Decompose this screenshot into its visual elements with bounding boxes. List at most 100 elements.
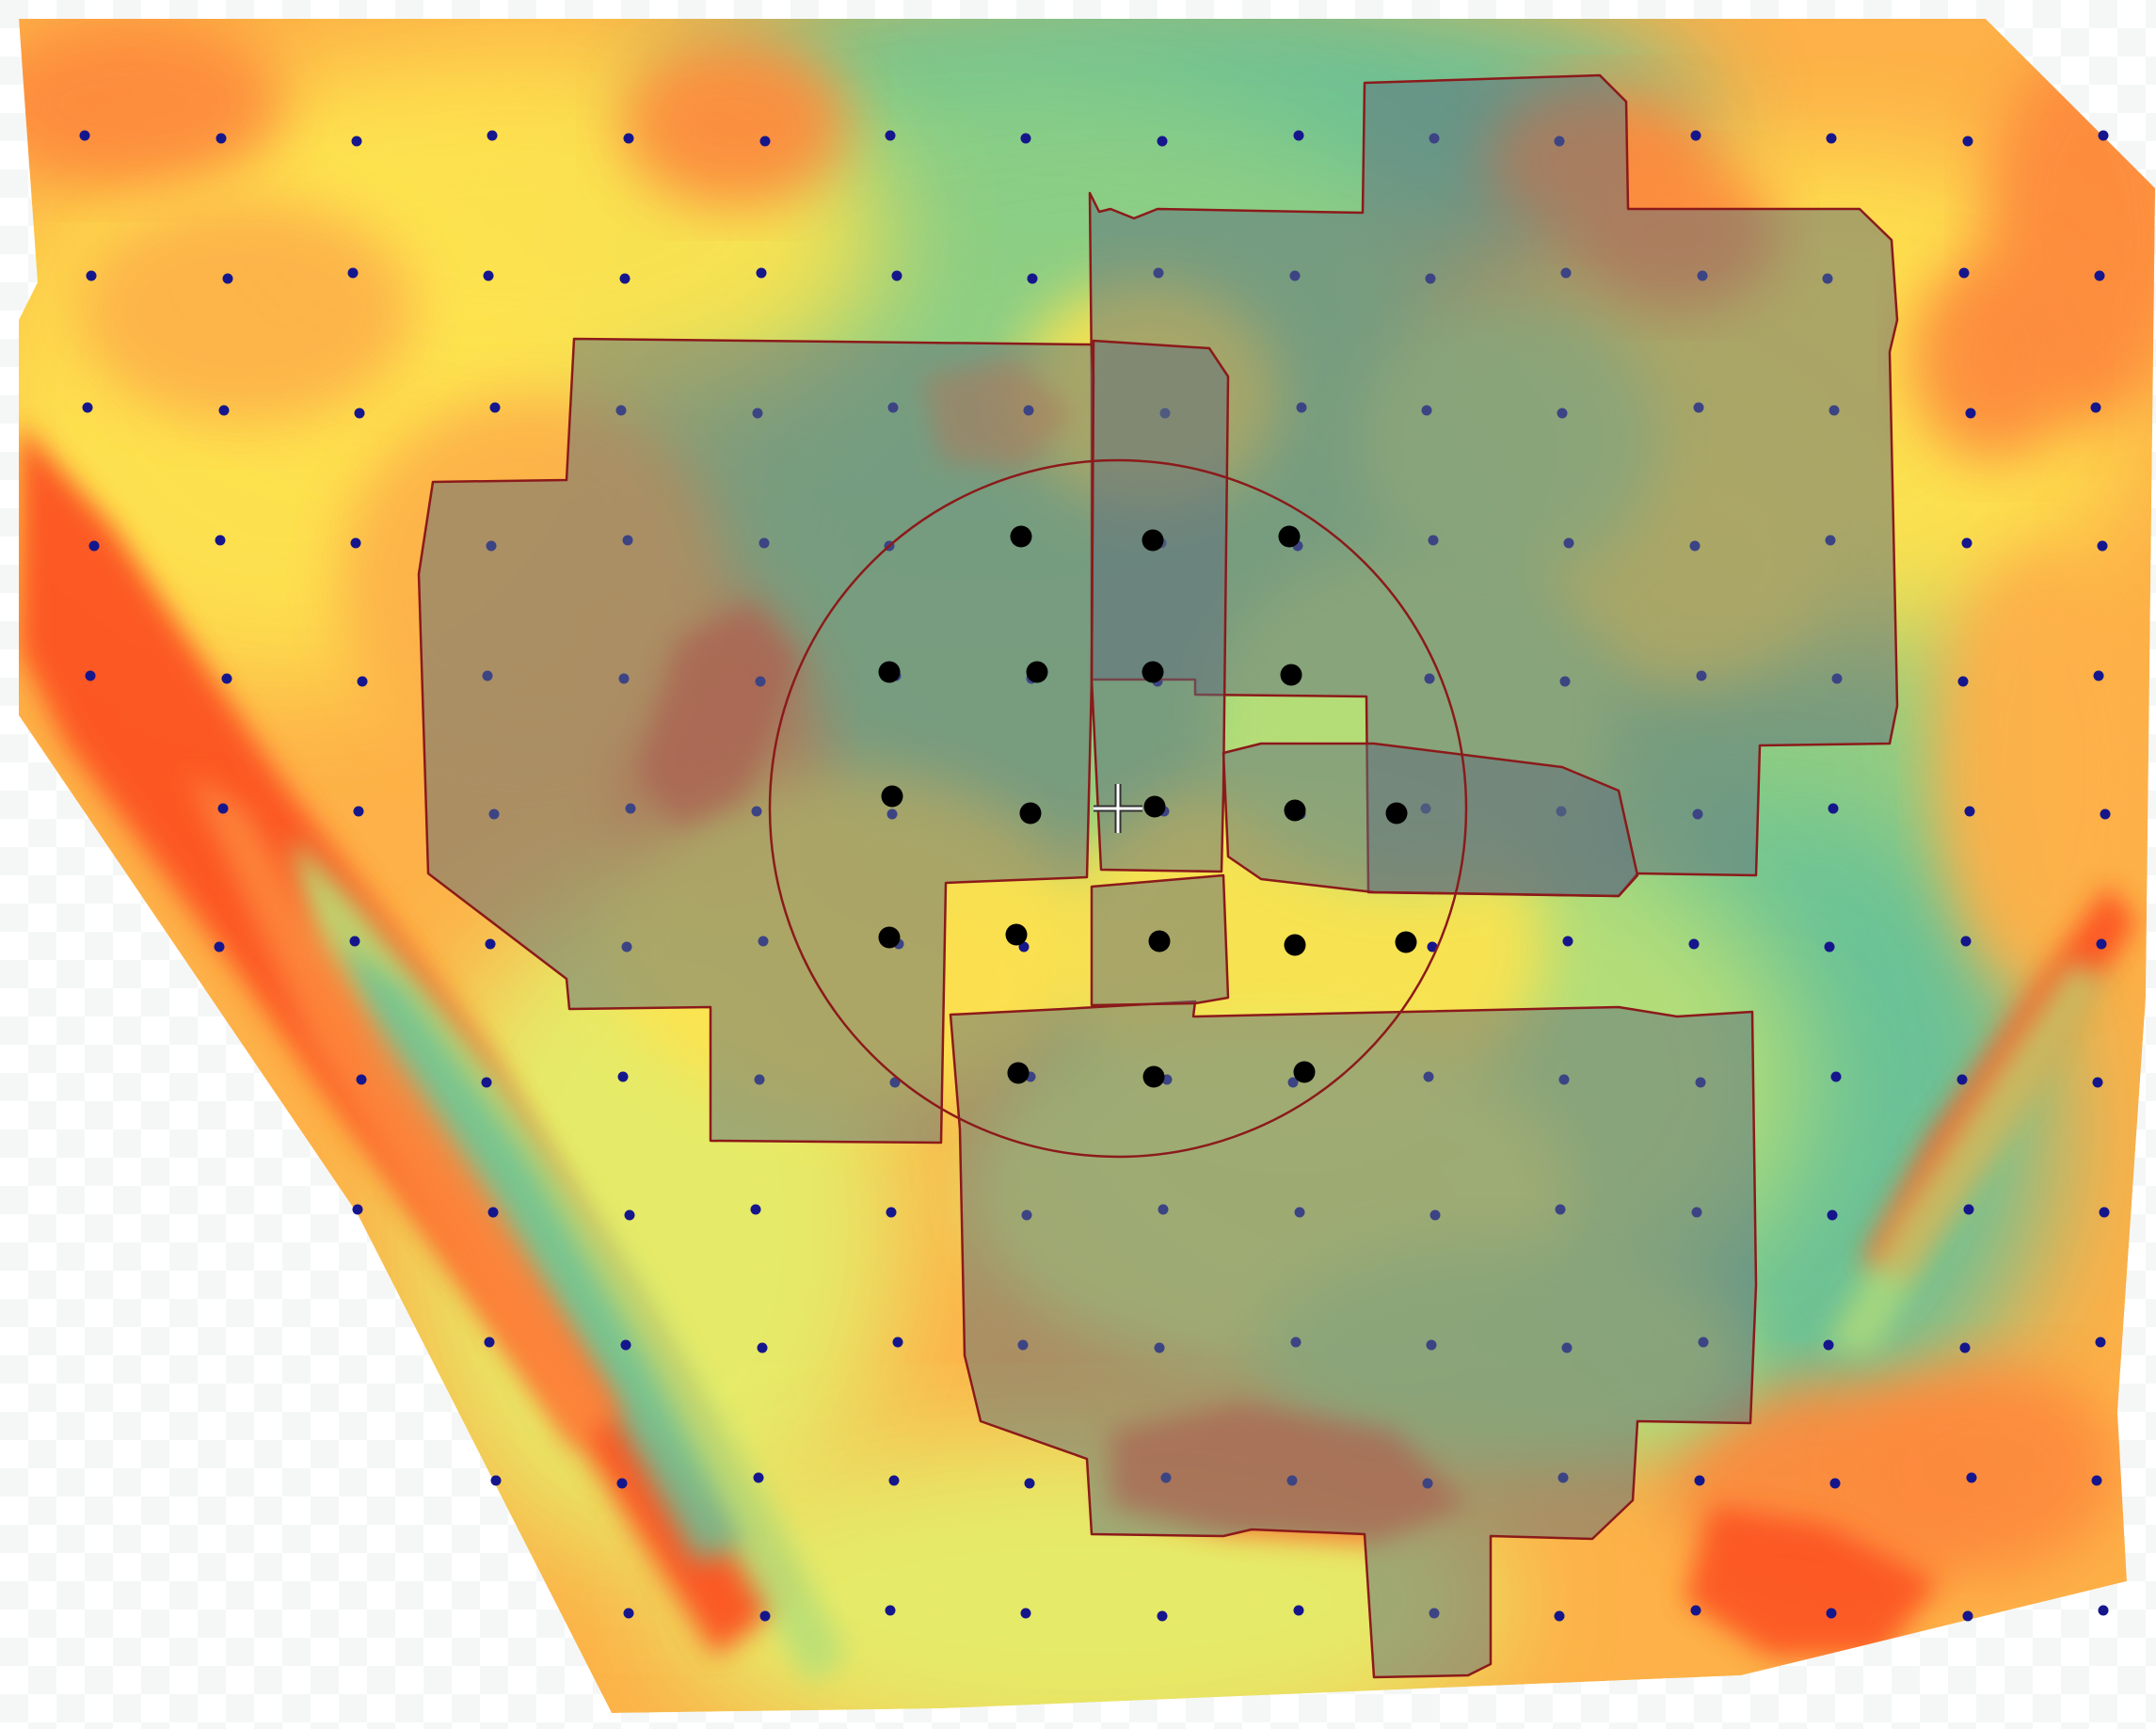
- sample-point-icon: [218, 405, 230, 416]
- sample-point-icon: [753, 1472, 764, 1483]
- sample-point-icon: [2092, 1077, 2103, 1088]
- sample-point-icon: [1824, 941, 1835, 953]
- selected-point-icon: [881, 785, 903, 808]
- sample-point-icon: [85, 670, 96, 681]
- sample-point-icon: [759, 136, 771, 147]
- selected-point-icon: [878, 661, 901, 683]
- sample-point-icon: [216, 133, 227, 144]
- selected-point-icon: [1142, 1065, 1165, 1088]
- sample-point-icon: [88, 540, 100, 552]
- selected-point-icon: [1143, 795, 1166, 818]
- sample-point-icon: [1027, 273, 1038, 284]
- sample-point-icon: [1020, 133, 1031, 144]
- sample-point-icon: [215, 535, 226, 546]
- sample-point-icon: [1427, 941, 1438, 953]
- sample-point-icon: [1157, 1610, 1168, 1622]
- sample-point-icon: [1829, 1478, 1841, 1489]
- crosshair-cursor-icon: [1094, 784, 1142, 833]
- selected-point-icon: [1385, 802, 1408, 824]
- sample-point-icon: [86, 270, 97, 281]
- selected-point-icon: [1293, 1061, 1316, 1083]
- sample-point-icon: [487, 130, 498, 141]
- sample-point-icon: [1957, 676, 1969, 687]
- management-zone-3[interactable]: [949, 1000, 1758, 1679]
- sample-point-icon: [79, 130, 90, 141]
- sample-point-icon: [217, 803, 229, 814]
- selected-point-icon: [1010, 525, 1032, 548]
- selected-point-icon: [1142, 661, 1164, 683]
- sample-point-icon: [1020, 1608, 1031, 1619]
- sample-point-icon: [888, 1475, 900, 1486]
- sample-point-icon: [1830, 1071, 1842, 1082]
- sample-point-icon: [350, 537, 361, 549]
- sample-point-icon: [2098, 1605, 2109, 1616]
- sample-point-icon: [2094, 270, 2105, 281]
- sample-point-icon: [1956, 1074, 1968, 1085]
- sample-point-icon: [354, 408, 365, 419]
- selection-buffer-layer: [768, 458, 1468, 1159]
- surface-zone: [75, 198, 414, 424]
- surface-band: [339, 941, 743, 1562]
- sample-point-icon: [1690, 1605, 1701, 1616]
- sample-point-icon: [1826, 133, 1837, 144]
- sample-point-icon: [891, 270, 902, 281]
- sample-point-icon: [2096, 938, 2107, 950]
- selected-point-icon: [1395, 931, 1417, 953]
- sample-point-icon: [356, 1074, 367, 1085]
- sample-point-icon: [619, 273, 631, 284]
- selected-point-icon: [1026, 661, 1048, 683]
- surface-zone: [621, 38, 847, 207]
- sample-point-icon: [892, 1337, 903, 1348]
- sample-point-icon: [214, 941, 225, 953]
- sample-point-icon: [1694, 1475, 1705, 1486]
- sample-point-icon: [1962, 136, 1973, 147]
- sample-point-icon: [353, 806, 364, 817]
- selected-point-icon: [878, 926, 901, 949]
- sample-point-icon: [2098, 130, 2109, 141]
- sample-point-icon: [1961, 537, 1972, 549]
- sample-point-icon: [489, 402, 501, 413]
- sample-point-icon: [484, 1337, 495, 1348]
- selected-point-icon: [1005, 923, 1028, 946]
- selected-points-layer: [878, 525, 1417, 1088]
- management-zones-layer[interactable]: [417, 73, 1899, 1679]
- sample-point-icon: [1554, 1610, 1565, 1622]
- surface-zone: [1854, 1365, 2117, 1572]
- sample-point-icon: [485, 938, 496, 950]
- selection-buffer-circle: [768, 458, 1468, 1159]
- sample-point-icon: [1690, 130, 1701, 141]
- sample-point-icon: [1962, 1610, 1973, 1622]
- sample-point-icon: [616, 1478, 628, 1489]
- sample-point-icon: [490, 1475, 502, 1486]
- sample-point-icon: [2099, 1207, 2110, 1218]
- sample-point-icon: [1293, 130, 1304, 141]
- sample-point-icon: [2100, 808, 2111, 820]
- selected-point-icon: [1284, 799, 1306, 822]
- sample-point-icon: [1959, 1342, 1971, 1353]
- sample-point-icon: [885, 1605, 896, 1616]
- sample-point-icon: [623, 133, 634, 144]
- sample-point-icon: [1157, 136, 1168, 147]
- sample-point-icon: [1963, 1204, 1974, 1215]
- sample-point-icon: [1827, 1209, 1838, 1221]
- sample-point-icon: [357, 676, 368, 687]
- sample-point-icon: [624, 1209, 635, 1221]
- sample-point-icon: [617, 1071, 629, 1082]
- sample-point-icon: [750, 1204, 761, 1215]
- management-zone-4[interactable]: [1090, 339, 1230, 873]
- sample-point-icon: [483, 270, 494, 281]
- sample-point-icon: [1960, 936, 1972, 947]
- selected-point-icon: [1007, 1062, 1030, 1084]
- sample-point-icon: [1966, 1472, 1977, 1483]
- surface-zone: [1910, 254, 2080, 461]
- sample-point-icon: [1018, 941, 1030, 953]
- surface-band: [188, 772, 621, 1449]
- sample-point-icon: [1964, 806, 1975, 817]
- management-zone-5[interactable]: [1222, 742, 1639, 898]
- sample-point-icon: [886, 1207, 897, 1218]
- sample-point-icon: [2093, 670, 2104, 681]
- sample-point-icon: [2095, 1337, 2106, 1348]
- sample-point-icon: [351, 136, 362, 147]
